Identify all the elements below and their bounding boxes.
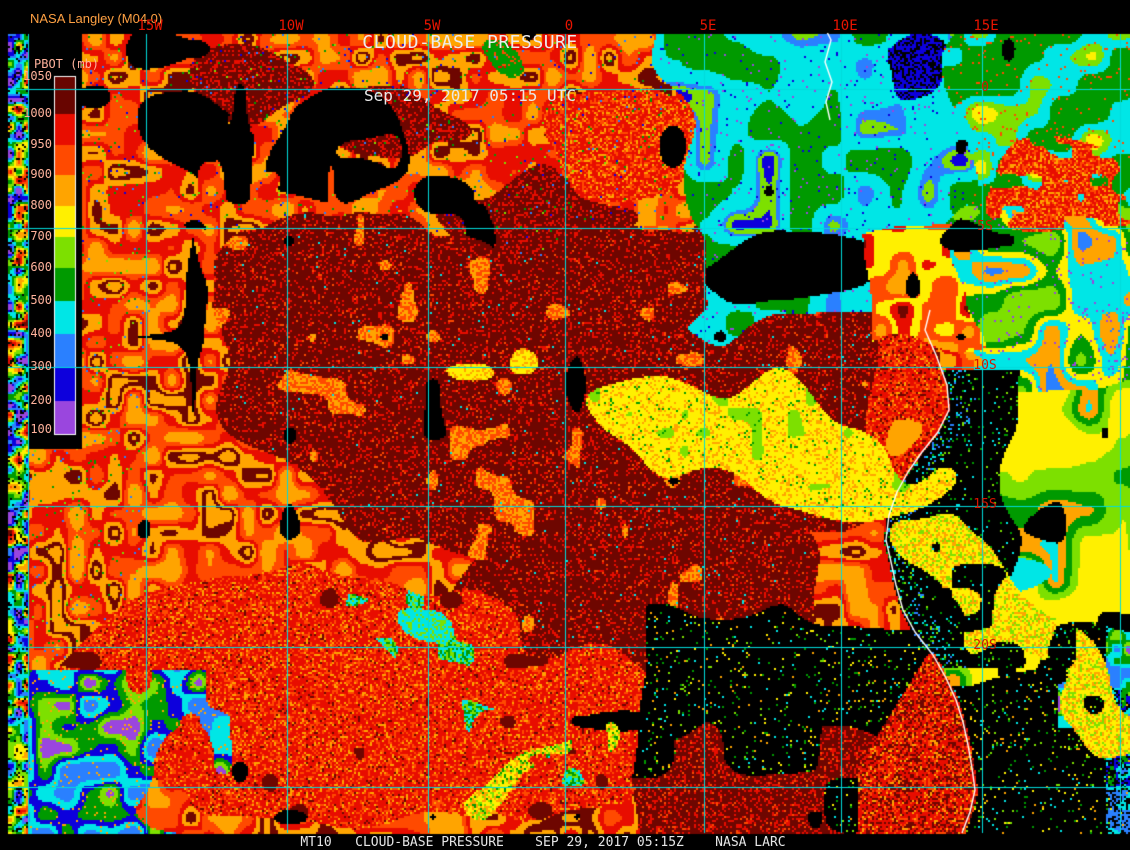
satellite-map-canvas [0, 0, 1130, 850]
satellite-product-image: NASA Langley (M04.0) CLOUD-BASE PRESSURE… [0, 0, 1130, 850]
